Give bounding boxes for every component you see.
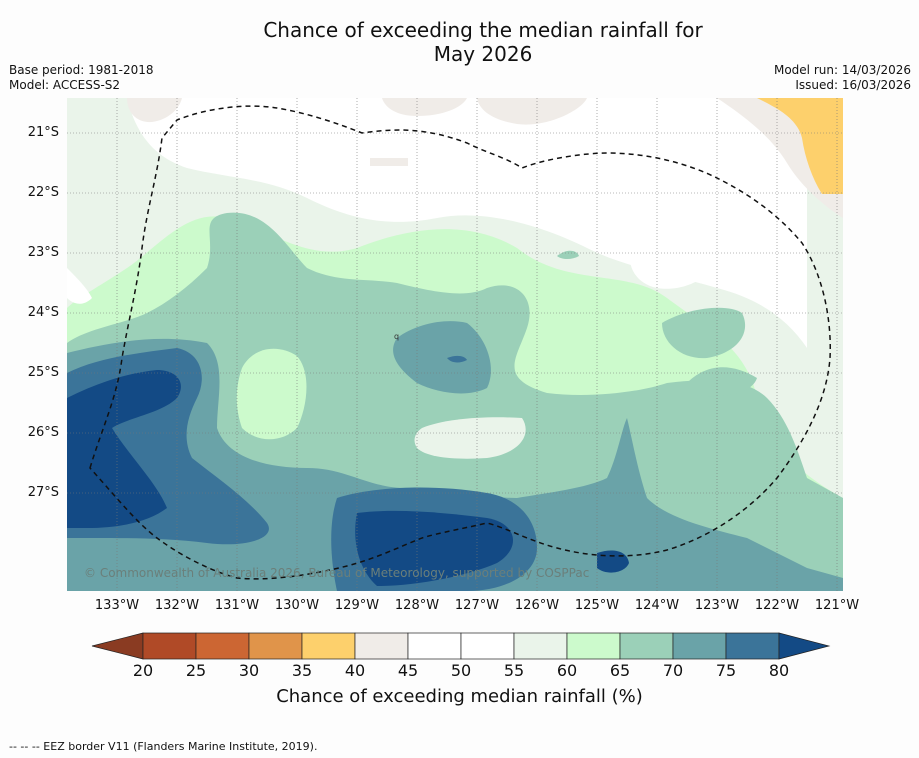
lat-label: 24°S: [27, 305, 59, 320]
colorbar-tick: 30: [238, 661, 260, 680]
lon-label: 133°W: [94, 598, 140, 613]
issued-date: Issued: 16/03/2026: [795, 78, 911, 92]
lon-label: 125°W: [574, 598, 620, 613]
colorbar-swatch: [142, 632, 197, 660]
colorbar-swatch: [725, 632, 780, 660]
lon-label: 124°W: [634, 598, 680, 613]
lon-label: 131°W: [214, 598, 260, 613]
island-55-60: [414, 417, 526, 459]
colorbar-swatch: [566, 632, 621, 660]
model-name: Model: ACCESS-S2: [9, 78, 121, 92]
model-run: Model run: 14/03/2026: [773, 63, 911, 77]
colorbar-swatch: [619, 632, 674, 660]
colorbar-swatch: [672, 632, 727, 660]
meta-right: Model run: 14/03/2026 Issued: 16/03/2026: [774, 63, 911, 93]
colorbar-swatch: [301, 632, 356, 660]
title-line-1: Chance of exceeding the median rainfall …: [263, 18, 703, 42]
map-title: Chance of exceeding the median rainfall …: [0, 18, 919, 66]
base-period: Base period: 1981-2018: [9, 63, 154, 77]
region-45-50-e: [370, 158, 408, 166]
colorbar-extend-high: [778, 632, 831, 660]
eez-border: [89, 105, 832, 580]
region-65-70-c: [687, 367, 757, 397]
colorbar-swatch: [248, 632, 303, 660]
colorbar-label: Chance of exceeding median rainfall (%): [276, 686, 643, 707]
region-35-40: [757, 98, 843, 194]
region-45-50-c: [477, 98, 587, 125]
stray-label: q: [394, 332, 399, 341]
map-svg: q: [67, 98, 843, 591]
meta-left: Base period: 1981-2018 Model: ACCESS-S2: [9, 63, 154, 93]
region-50-55: [127, 98, 807, 348]
colorbar-tick: 55: [503, 661, 525, 680]
region-50-55-c: [67, 268, 92, 304]
lon-label: 128°W: [394, 598, 440, 613]
lat-label: 27°S: [27, 485, 59, 500]
region-70-75-b: [393, 321, 491, 394]
colorbar-extend-low: [91, 632, 144, 660]
footnote: -- -- -- EEZ border V11 (Flanders Marine…: [9, 740, 318, 753]
island-60-65-a: [236, 348, 307, 440]
lon-label: 129°W: [334, 598, 380, 613]
colorbar-tick: 60: [556, 661, 578, 680]
region-45-50-b: [382, 98, 467, 116]
region-45-50-a: [127, 98, 182, 123]
region-50-55-b: [629, 229, 718, 289]
small-patch: [447, 355, 467, 363]
colorbar-tick: 25: [185, 661, 207, 680]
lon-label: 130°W: [274, 598, 320, 613]
lat-label: 25°S: [27, 365, 59, 380]
colorbar-swatch: [460, 632, 515, 660]
colorbar-swatch: [513, 632, 568, 660]
colorbar-tick: 45: [397, 661, 419, 680]
lat-label: 26°S: [27, 425, 59, 440]
colorbar-swatch: [407, 632, 462, 660]
colorbar: [91, 632, 831, 660]
colorbar-tick: 80: [768, 661, 790, 680]
colorbar-swatches: [91, 632, 831, 660]
lon-label: 132°W: [154, 598, 200, 613]
region-65-70-b: [662, 307, 746, 359]
copyright: © Commonwealth of Australia 2026, Bureau…: [84, 566, 590, 580]
region-80-plus: [67, 370, 181, 528]
title-line-2: May 2026: [433, 42, 533, 66]
colorbar-tick: 40: [344, 661, 366, 680]
graticule: [67, 98, 843, 591]
colorbar-tick: 50: [450, 661, 472, 680]
colorbar-tick: 20: [132, 661, 154, 680]
lon-label: 121°W: [814, 598, 860, 613]
lat-label: 23°S: [27, 245, 59, 260]
rainfall-map: q: [67, 98, 843, 591]
lat-label: 21°S: [27, 125, 59, 140]
lon-label: 126°W: [514, 598, 560, 613]
region-80-plus-b: [355, 510, 514, 586]
lon-label: 127°W: [454, 598, 500, 613]
colorbar-tick: 75: [715, 661, 737, 680]
lon-label: 123°W: [694, 598, 740, 613]
lon-label: 122°W: [754, 598, 800, 613]
lat-label: 22°S: [27, 185, 59, 200]
colorbar-tick: 70: [662, 661, 684, 680]
colorbar-tick: 65: [609, 661, 631, 680]
colorbar-swatch: [354, 632, 409, 660]
colorbar-swatch: [195, 632, 250, 660]
colorbar-tick: 35: [291, 661, 313, 680]
